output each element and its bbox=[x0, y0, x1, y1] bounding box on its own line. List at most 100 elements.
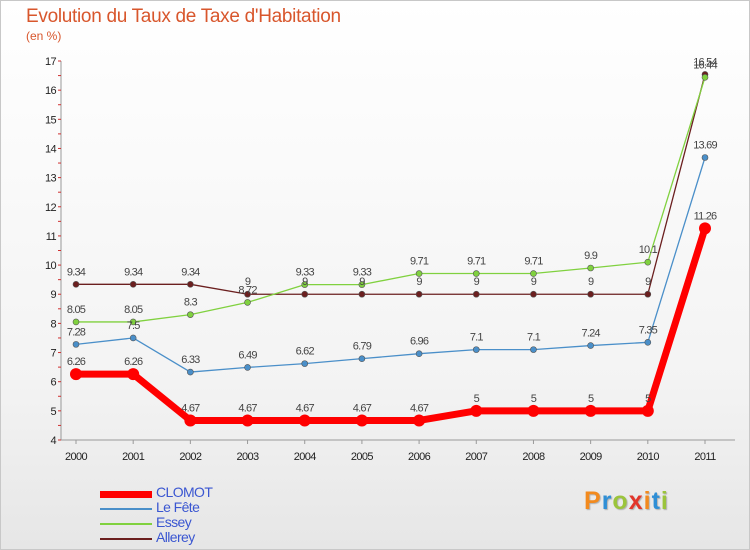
x-tick-label: 2009 bbox=[580, 451, 603, 463]
data-point bbox=[70, 368, 82, 381]
data-label: 8.72 bbox=[238, 284, 257, 296]
data-point bbox=[298, 414, 311, 427]
data-point bbox=[587, 264, 594, 272]
x-tick-label: 2000 bbox=[65, 451, 88, 463]
data-point bbox=[187, 368, 194, 376]
data-point bbox=[358, 355, 366, 362]
data-point bbox=[470, 404, 483, 417]
data-label: 9 bbox=[245, 276, 251, 288]
y-tick-label: 15 bbox=[45, 114, 57, 126]
data-point bbox=[472, 290, 480, 298]
data-point bbox=[355, 414, 368, 427]
y-tick-label: 12 bbox=[45, 202, 57, 214]
data-point bbox=[244, 364, 251, 371]
data-label: 9.71 bbox=[410, 256, 429, 268]
data-point bbox=[415, 350, 423, 358]
data-point bbox=[527, 404, 540, 417]
proxiti-logo: Proxiti bbox=[584, 487, 669, 515]
legend-swatch bbox=[100, 508, 152, 510]
data-label: 9 bbox=[359, 276, 365, 288]
data-label: 7.24 bbox=[582, 328, 601, 340]
y-tick-label: 14 bbox=[45, 143, 57, 155]
y-tick-label: 17 bbox=[45, 56, 57, 68]
data-point bbox=[301, 360, 309, 367]
data-label: 5 bbox=[474, 393, 480, 405]
data-point bbox=[701, 74, 709, 81]
x-tick-label: 2004 bbox=[294, 451, 317, 463]
series-line bbox=[76, 74, 706, 295]
data-point bbox=[184, 414, 197, 427]
data-point bbox=[641, 404, 654, 417]
data-label: 8.05 bbox=[67, 304, 86, 316]
y-tick-label: 11 bbox=[46, 231, 57, 243]
legend-label: Le Fête bbox=[156, 499, 200, 515]
data-label: 9 bbox=[588, 276, 594, 288]
data-label: 13.69 bbox=[693, 139, 717, 151]
data-point bbox=[72, 281, 80, 288]
data-point bbox=[530, 346, 537, 353]
y-tick-label: 7 bbox=[50, 348, 56, 360]
data-label: 6.33 bbox=[181, 354, 200, 366]
data-label: 16.54 bbox=[693, 56, 717, 68]
y-tick-label: 5 bbox=[50, 406, 56, 418]
legend-swatch bbox=[100, 538, 152, 540]
series-line bbox=[75, 157, 706, 373]
data-label: 9.71 bbox=[467, 256, 486, 268]
data-label: 9.9 bbox=[584, 250, 598, 262]
legend-swatch bbox=[100, 490, 152, 498]
series-line bbox=[76, 227, 709, 424]
data-point bbox=[530, 270, 537, 277]
legend-label: CLOMOT bbox=[156, 484, 213, 500]
data-point bbox=[301, 290, 309, 298]
x-tick-label: 2006 bbox=[408, 451, 431, 463]
data-point bbox=[644, 339, 652, 346]
data-label: 9.33 bbox=[296, 267, 315, 279]
chart-title: Evolution du Taux de Taxe d'Habitation bbox=[26, 6, 341, 27]
data-label: 4.67 bbox=[410, 402, 429, 414]
data-label: 8.3 bbox=[184, 297, 198, 309]
x-tick-label: 2010 bbox=[637, 451, 660, 463]
data-label: 5 bbox=[645, 393, 651, 405]
data-label: 7.28 bbox=[67, 326, 86, 338]
data-label: 7.35 bbox=[639, 324, 658, 336]
chart-axes: 4 5 6 7 8 9 10 11 12 13 14 15 16 17 2000 2001 2002 2003 20… bbox=[45, 56, 735, 463]
data-label: 4.67 bbox=[296, 402, 315, 414]
x-tick-label: 2003 bbox=[237, 451, 260, 463]
data-label: 9 bbox=[302, 276, 308, 288]
data-point bbox=[472, 346, 480, 353]
y-tick-label: 16 bbox=[45, 85, 57, 97]
data-point bbox=[587, 290, 594, 298]
data-point bbox=[644, 290, 652, 298]
data-label: 9 bbox=[531, 276, 537, 288]
y-tick-label: 10 bbox=[45, 260, 57, 272]
data-label: 9.34 bbox=[67, 266, 86, 278]
chart-series bbox=[70, 71, 711, 427]
chart-data-labels: 6.26 6.26 4.67 4.67 4.67 4.67 4.67 5 5 5 5 11.26 7.2… bbox=[67, 56, 718, 414]
legend-label: Allerey bbox=[156, 529, 195, 545]
data-point bbox=[187, 281, 194, 288]
legend-label: Essey bbox=[156, 514, 192, 530]
y-tick-label: 13 bbox=[45, 173, 57, 185]
y-tick-label: 4 bbox=[50, 435, 56, 447]
data-point bbox=[72, 341, 80, 348]
data-label: 11.26 bbox=[694, 210, 717, 222]
y-tick-label: 8 bbox=[50, 318, 56, 330]
data-point bbox=[127, 368, 140, 381]
data-label: 6.96 bbox=[410, 336, 429, 348]
data-point bbox=[72, 318, 80, 326]
legend-swatch bbox=[100, 523, 152, 525]
data-label: 4.67 bbox=[353, 402, 372, 414]
data-label: 7.5 bbox=[127, 320, 141, 332]
data-point bbox=[241, 414, 254, 427]
x-tick-label: 2001 bbox=[122, 451, 145, 463]
data-label: 9.34 bbox=[181, 266, 200, 278]
chart-subtitle: (en %) bbox=[26, 29, 62, 43]
data-label: 4.67 bbox=[238, 402, 257, 414]
data-label: 9 bbox=[645, 276, 651, 288]
data-point bbox=[415, 270, 423, 277]
data-point bbox=[129, 281, 137, 288]
data-point bbox=[129, 334, 137, 342]
data-label: 9 bbox=[416, 276, 422, 288]
data-point bbox=[472, 270, 480, 277]
